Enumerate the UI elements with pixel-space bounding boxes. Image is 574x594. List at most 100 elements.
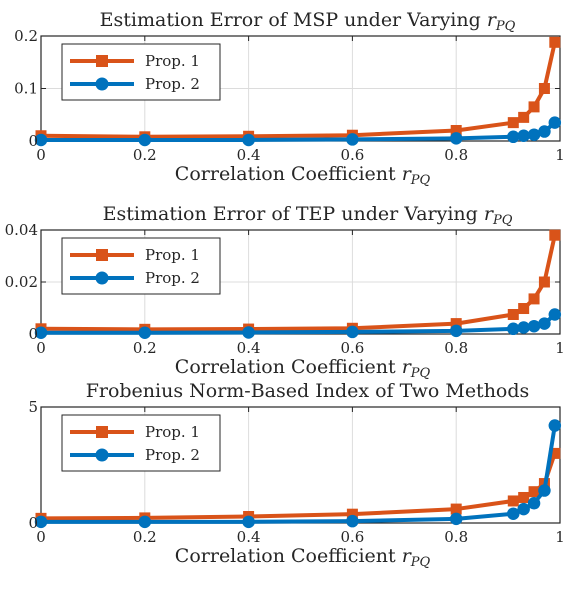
data-point-circle [548,419,562,432]
x-tick-label: 1 [555,339,565,357]
legend-marker-circle [95,77,109,91]
x-axis-label: Correlation Coefficient rPQ [175,356,431,381]
x-tick-label: 0.8 [444,339,468,357]
data-point-circle [507,507,520,520]
legend-marker-circle [95,271,109,285]
data-point-square [528,293,540,305]
legend-box [61,414,221,472]
data-point-circle [517,321,530,334]
legend-box [61,237,221,295]
data-point-circle [346,133,359,146]
legend-label-2: Prop. 2 [145,446,200,464]
data-point-circle [346,514,359,528]
data-point-circle [507,130,520,144]
data-point-circle [507,322,520,336]
legend-marker-square [96,249,108,261]
data-point-square [549,447,561,459]
x-tick-label: 0.2 [133,146,157,164]
y-tick-label: 0 [28,132,38,150]
legend-label-1: Prop. 1 [145,52,200,70]
data-point-circle [449,132,463,145]
y-tick-label: 5 [28,398,38,416]
chart-panel-1: 0 0.2 0.4 0.6 0.8 1 0 0.1 0.2 Estimation Error of… [14,9,565,188]
data-point-square [549,229,561,241]
data-point-square [528,101,540,113]
data-point-circle [538,317,551,330]
chart-panel-2: 0 0.2 0.4 0.6 0.8 1 0 0.02 0.04 Estimation Error … [5,203,565,381]
data-point-circle [517,502,530,516]
legend-box [61,43,221,101]
data-point-square [450,503,462,515]
x-tick-label: 0.8 [444,528,468,546]
data-point-square [450,125,462,136]
x-tick-label: 0.4 [237,339,261,357]
data-point-circle [517,129,530,142]
data-point-circle [449,512,463,526]
legend-label-2: Prop. 2 [145,75,200,93]
x-axis-label: Correlation Coefficient rPQ [175,163,431,188]
data-point-square [518,111,530,123]
chart-panel-3: 0 0.2 0.4 0.6 0.8 1 0 5 Frobenius Norm-Based Ind… [28,380,564,570]
chart-title: Estimation Error of TEP under Varying rP… [103,203,513,228]
chart-title: Estimation Error of MSP under Varying rP… [100,9,516,34]
data-point-circle [242,326,255,339]
data-point-square [528,486,540,498]
data-point-circle [449,324,463,338]
data-point-circle [527,128,541,141]
data-point-square [507,117,519,129]
x-tick-label: 0.2 [133,339,157,357]
data-point-square [518,303,530,315]
legend-marker-circle [95,448,109,462]
x-axis-label: Correlation Coefficient rPQ [175,545,431,570]
y-tick-label: 0.2 [14,27,38,45]
data-point-circle [242,515,255,529]
data-point-circle [538,484,551,497]
data-point-circle [34,515,48,529]
series-line-1 [40,234,557,332]
x-tick-label: 0.8 [444,146,468,164]
x-tick-label: 0.4 [237,146,261,164]
data-point-circle [34,133,48,147]
x-tick-label: 0 [36,339,46,357]
data-point-circle [34,326,48,339]
legend-label-2: Prop. 2 [145,269,200,287]
data-point-square [507,309,519,320]
data-point-square [507,495,519,507]
legend-label-1: Prop. 1 [145,423,200,441]
data-point-square [538,83,550,94]
data-point-square [538,276,550,288]
data-point-circle [538,125,551,138]
data-point-circle [548,116,562,129]
data-point-circle [242,133,255,147]
legend-marker-square [96,55,108,67]
data-point-circle [138,515,152,529]
data-point-circle [138,133,152,147]
series-line-1 [40,41,557,139]
data-point-circle [346,325,359,339]
x-tick-label: 0.6 [340,146,364,164]
data-point-circle [527,319,541,333]
legend-label-1: Prop. 1 [145,246,200,264]
data-point-square [450,318,462,330]
y-tick-label: 0 [28,514,38,532]
x-tick-label: 0.6 [340,528,364,546]
x-tick-label: 0.2 [133,528,157,546]
x-tick-label: 0.6 [340,339,364,357]
x-tick-label: 1 [555,146,565,164]
y-tick-label: 0.02 [5,273,38,291]
y-tick-label: 0.1 [14,80,38,98]
x-tick-label: 1 [555,528,565,546]
chart-title: Frobenius Norm-Based Index of Two Method… [86,380,530,402]
series-line-2 [41,425,557,524]
x-tick-label: 0 [36,146,46,164]
data-point-square [518,491,530,503]
data-point-square [346,508,358,520]
y-tick-label: 0 [28,325,38,343]
x-tick-label: 0.4 [237,528,261,546]
legend-marker-square [96,426,108,438]
data-point-circle [138,326,152,339]
y-tick-label: 0.04 [5,221,38,239]
data-point-circle [527,497,541,510]
data-point-square [549,36,561,48]
